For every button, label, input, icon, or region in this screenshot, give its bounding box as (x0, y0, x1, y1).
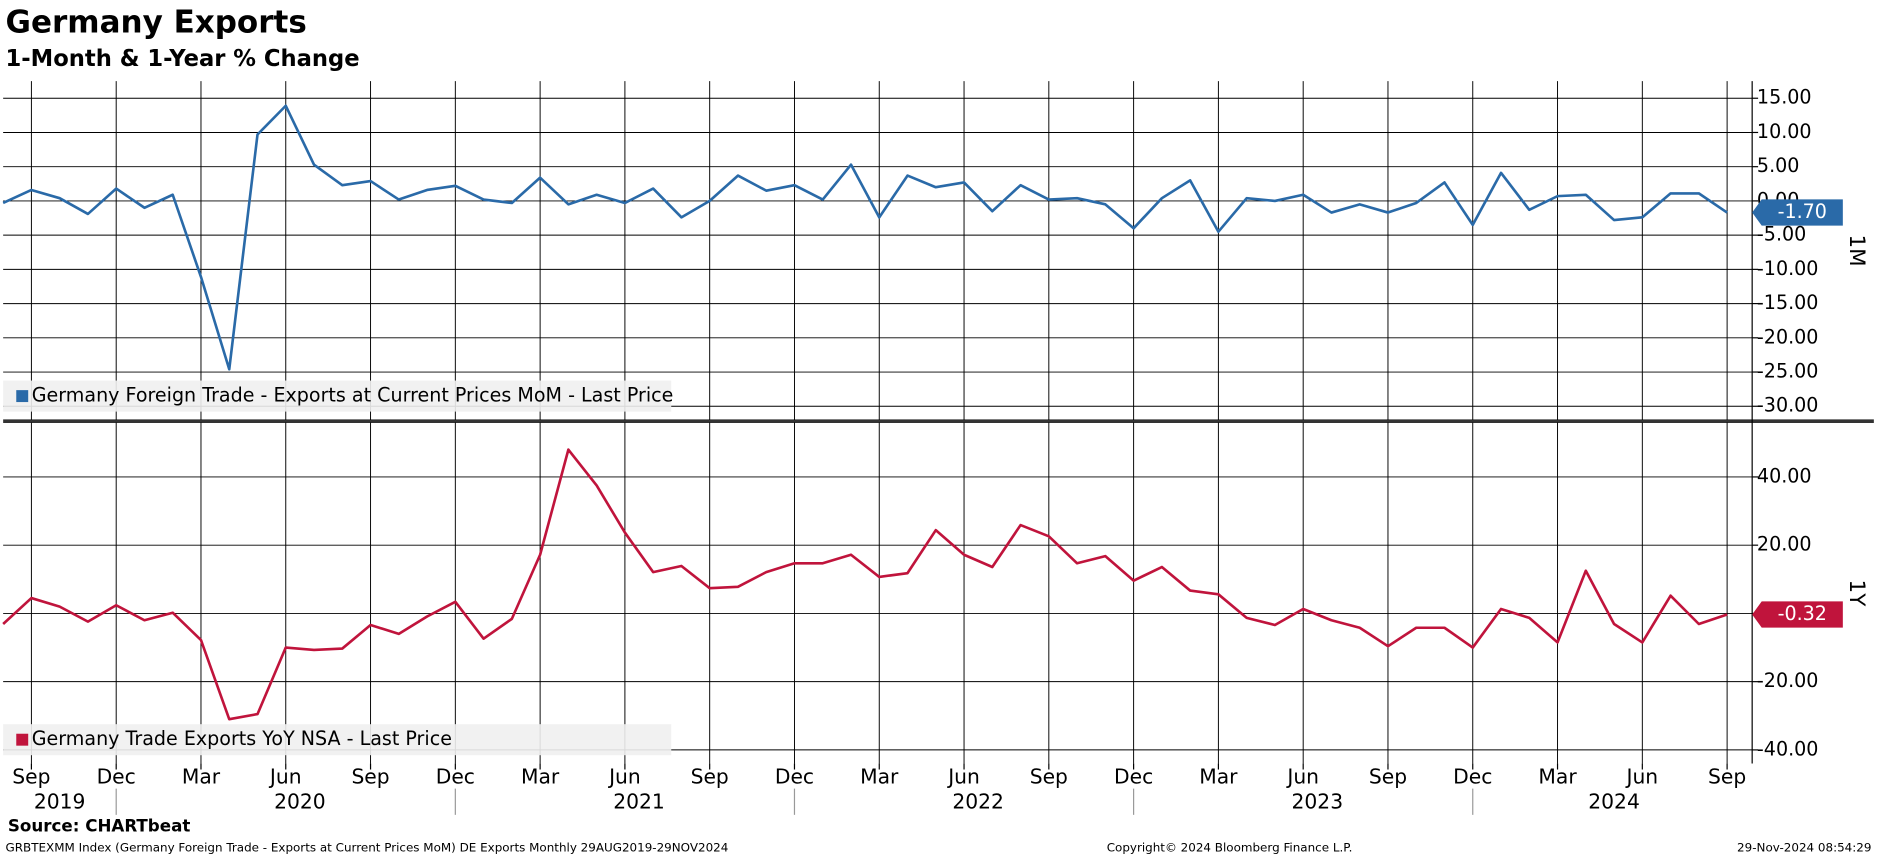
x-tick-label: Sep (1708, 764, 1746, 788)
footer-left: GRBTEXMM Index (Germany Foreign Trade - … (6, 841, 729, 855)
footer-right: 29-Nov-2024 08:54:29 (1737, 841, 1871, 855)
source: Source: CHARTbeat (8, 815, 190, 835)
x-tick-label: Dec (1114, 764, 1153, 788)
last-value-tag (1752, 601, 1843, 628)
chart-title: Germany Exports (6, 4, 307, 40)
chart-subtitle: 1-Month & 1-Year % Change (6, 46, 360, 72)
x-tick-label: Jun (1285, 764, 1319, 788)
x-tick-label: Jun (607, 764, 641, 788)
y-tick-label: -15.00 (1757, 292, 1819, 314)
last-value-tag (1752, 199, 1843, 226)
y-tick-label: -40.00 (1757, 738, 1819, 760)
y-tick-label: -5.00 (1757, 224, 1806, 246)
y-tick-label: 40.00 (1757, 465, 1812, 487)
y-tick-label: -30.00 (1757, 395, 1819, 417)
y-tick-label: 5.00 (1757, 155, 1799, 177)
x-tick-label: Sep (1030, 764, 1068, 788)
x-tick-label: Mar (521, 764, 560, 788)
panel-label: 1M (1844, 234, 1869, 266)
x-tick-label: Sep (1369, 764, 1407, 788)
x-tick-label: Sep (351, 764, 389, 788)
panel-label: 1Y (1844, 580, 1869, 608)
x-tick-label: Sep (12, 764, 50, 788)
y-tick-label: -25.00 (1757, 361, 1819, 383)
last-value-label: -1.70 (1778, 201, 1827, 223)
legend-swatch (16, 733, 29, 746)
y-tick-label: 15.00 (1757, 87, 1812, 109)
year-label: 2022 (952, 789, 1004, 813)
last-value-label: -0.32 (1778, 603, 1827, 625)
legend-background (3, 724, 672, 756)
x-tick-label: Mar (1199, 764, 1238, 788)
x-tick-label: Dec (775, 764, 814, 788)
x-tick-label: Jun (1624, 764, 1658, 788)
y-tick-label: -20.00 (1757, 670, 1819, 692)
x-tick-label: Mar (182, 764, 221, 788)
x-tick-label: Mar (860, 764, 899, 788)
legend-label: Germany Foreign Trade - Exports at Curre… (32, 385, 674, 407)
x-tick-label: Dec (436, 764, 475, 788)
footer-center: Copyright© 2024 Bloomberg Finance L.P. (1107, 841, 1353, 855)
x-tick-label: Sep (691, 764, 729, 788)
series-line (2, 448, 1728, 721)
x-tick-label: Mar (1538, 764, 1577, 788)
x-tick-label: Dec (1453, 764, 1492, 788)
year-label: 2021 (613, 789, 665, 813)
y-tick-label: 20.00 (1757, 534, 1812, 556)
series-line (2, 104, 1728, 371)
year-label: 2020 (274, 789, 326, 813)
y-tick-label: 10.00 (1757, 121, 1812, 143)
x-tick-label: Dec (97, 764, 136, 788)
year-label: 2024 (1588, 789, 1640, 813)
y-tick-label: -10.00 (1757, 258, 1819, 280)
x-tick-label: Jun (946, 764, 980, 788)
y-tick-label: -20.00 (1757, 326, 1819, 348)
background (3, 0, 1874, 859)
x-tick-label: Jun (268, 764, 302, 788)
legend-background (3, 380, 672, 412)
year-label: 2023 (1292, 789, 1344, 813)
legend-label: Germany Trade Exports YoY NSA - Last Pri… (32, 728, 452, 750)
legend-swatch (16, 390, 29, 403)
year-label: 2019 (34, 789, 86, 813)
